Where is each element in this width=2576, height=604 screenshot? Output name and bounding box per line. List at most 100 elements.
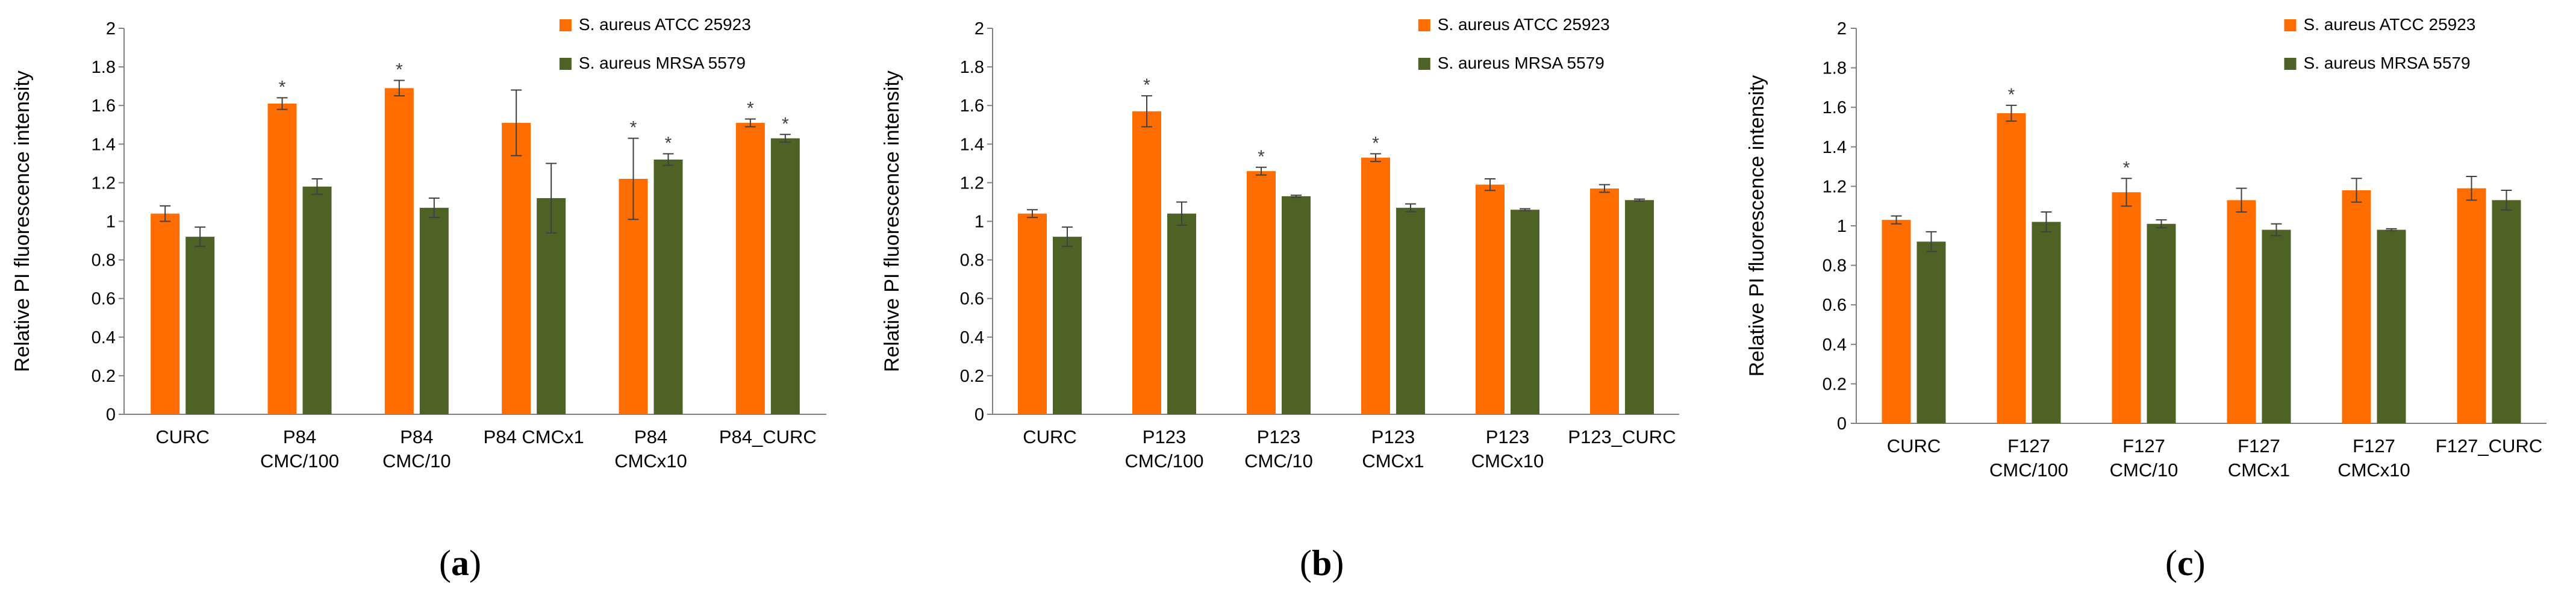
significance-star: * bbox=[747, 99, 754, 119]
y-tick-label: 1 bbox=[975, 213, 984, 232]
y-tick-label: 2 bbox=[1837, 19, 1847, 39]
y-tick-label: 1 bbox=[106, 213, 116, 232]
legend-label: S. aureus ATCC 25923 bbox=[2304, 15, 2476, 34]
x-tick-label: P123_CURC bbox=[1568, 426, 1676, 447]
significance-star: * bbox=[2123, 158, 2130, 178]
y-tick-label: 1.8 bbox=[1823, 59, 1847, 78]
bar-atcc bbox=[1361, 157, 1390, 414]
x-tick-label: CMCx10 bbox=[2337, 459, 2410, 481]
x-tick-label: CMCx1 bbox=[2228, 459, 2290, 481]
y-tick-label: 1.8 bbox=[92, 58, 116, 77]
legend-label: S. aureus ATCC 25923 bbox=[1438, 15, 1610, 34]
x-tick-label: F127 bbox=[2007, 435, 2050, 456]
x-tick-label: P123 bbox=[1371, 426, 1415, 447]
x-tick-label: F127 bbox=[2238, 435, 2280, 456]
x-tick-label: P84 bbox=[283, 426, 316, 447]
y-tick-label: 1.6 bbox=[92, 96, 116, 116]
legend-label: S. aureus MRSA 5579 bbox=[579, 54, 746, 72]
panel-label: (a) bbox=[439, 543, 481, 583]
panel-label-letter: a bbox=[451, 543, 469, 583]
x-tick-label: CMCx10 bbox=[614, 450, 687, 472]
panel-label-open-paren: ( bbox=[1300, 543, 1312, 583]
y-tick-label: 0.6 bbox=[1823, 296, 1847, 315]
panel-label: (c) bbox=[2165, 543, 2206, 583]
bar-mrsa bbox=[1396, 208, 1425, 414]
bar-mrsa bbox=[302, 186, 332, 414]
legend-label: S. aureus MRSA 5579 bbox=[1438, 54, 1605, 72]
x-tick-label: CMC/100 bbox=[1125, 450, 1204, 472]
legend-swatch bbox=[559, 58, 572, 70]
x-tick-label: P123 bbox=[1257, 426, 1300, 447]
x-tick-label: F127 bbox=[2353, 435, 2395, 456]
chart-panel-a: 0 0.2 0.4 0.6 0.8 1 1.2 1.4 1.6 1.8 2 Relative PI f… bbox=[0, 0, 859, 601]
y-tick-label: 1 bbox=[1837, 217, 1847, 236]
y-tick-label: 0.2 bbox=[92, 367, 116, 386]
legend-swatch bbox=[2284, 58, 2297, 70]
panel-label-close-paren: ) bbox=[1332, 543, 1344, 583]
y-tick-label: 0 bbox=[106, 405, 116, 425]
bar-atcc bbox=[1590, 188, 1619, 414]
x-tick-label: CURC bbox=[1887, 435, 1941, 456]
x-tick-label: CURC bbox=[1023, 426, 1077, 447]
legend-swatch bbox=[559, 19, 572, 31]
x-tick-label: F127 bbox=[2122, 435, 2165, 456]
bar-mrsa bbox=[653, 159, 683, 414]
y-tick-label: 0 bbox=[1837, 414, 1847, 434]
y-axis-title: Relative PI fluorescence intensity bbox=[1745, 75, 1768, 377]
panel-label-letter: c bbox=[2177, 543, 2194, 583]
x-tick-label: CMC/100 bbox=[260, 450, 339, 472]
y-tick-label: 0.2 bbox=[1823, 375, 1847, 394]
panel-label: (b) bbox=[1300, 543, 1344, 583]
y-tick-label: 2 bbox=[106, 19, 116, 39]
x-tick-label: P84 CMCx1 bbox=[484, 426, 584, 447]
significance-star: * bbox=[396, 60, 403, 80]
significance-star: * bbox=[1143, 75, 1150, 95]
legend-swatch bbox=[1418, 19, 1430, 31]
x-tick-label: CMC/10 bbox=[1244, 450, 1313, 472]
bar-atcc bbox=[2457, 188, 2486, 423]
y-tick-label: 0.8 bbox=[960, 251, 984, 270]
y-tick-label: 1.6 bbox=[960, 96, 984, 116]
x-tick-label: P123 bbox=[1486, 426, 1529, 447]
chart-panel-b: 0 0.2 0.4 0.6 0.8 1 1.2 1.4 1.6 1.8 2 Relative PI f… bbox=[859, 0, 1718, 601]
y-tick-label: 1.4 bbox=[92, 135, 116, 154]
x-tick-label: P84_CURC bbox=[719, 426, 817, 447]
y-axis-title: Relative PI fluorescence intensity bbox=[881, 70, 903, 372]
chart-b: 0 0.2 0.4 0.6 0.8 1 1.2 1.4 1.6 1.8 2 Relative PI f… bbox=[881, 15, 1679, 583]
bar-atcc bbox=[2227, 200, 2256, 423]
panel-label-letter: b bbox=[1312, 543, 1332, 583]
y-tick-label: 0.4 bbox=[92, 328, 116, 347]
bar-mrsa bbox=[1167, 213, 1196, 414]
bar-mrsa bbox=[1625, 200, 1654, 414]
panel-label-close-paren: ) bbox=[469, 543, 481, 583]
chart-c: 0 0.2 0.4 0.6 0.8 1 1.2 1.4 1.6 1.8 2 Relative PI f… bbox=[1745, 15, 2546, 583]
y-tick-label: 1.2 bbox=[92, 173, 116, 193]
bar-atcc bbox=[1882, 220, 1911, 423]
panel-label-close-paren: ) bbox=[2194, 543, 2206, 583]
y-tick-label: 1.2 bbox=[1823, 177, 1847, 196]
x-tick-label: CMCx1 bbox=[1362, 450, 1424, 472]
chart-a: 0 0.2 0.4 0.6 0.8 1 1.2 1.4 1.6 1.8 2 Relative PI f… bbox=[11, 15, 826, 583]
bar-mrsa bbox=[537, 198, 566, 414]
significance-star: * bbox=[630, 118, 637, 138]
y-tick-label: 0.6 bbox=[92, 290, 116, 309]
x-tick-label: F127_CURC bbox=[2436, 435, 2542, 456]
significance-star: * bbox=[1258, 147, 1265, 167]
bar-mrsa bbox=[2032, 222, 2061, 423]
bar-atcc bbox=[267, 103, 297, 414]
bar-mrsa bbox=[419, 208, 449, 414]
bar-mrsa bbox=[1053, 237, 1082, 414]
panel-label-open-paren: ( bbox=[2165, 543, 2177, 583]
significance-star: * bbox=[782, 114, 789, 134]
legend-swatch bbox=[1418, 58, 1430, 70]
bar-mrsa bbox=[186, 237, 215, 414]
bar-atcc bbox=[1476, 184, 1505, 414]
x-tick-label: CMC/10 bbox=[2110, 459, 2178, 481]
y-tick-label: 0 bbox=[975, 405, 984, 425]
y-tick-label: 1.2 bbox=[960, 173, 984, 193]
x-tick-label: CMCx10 bbox=[1471, 450, 1544, 472]
y-tick-label: 0.6 bbox=[960, 290, 984, 309]
x-tick-label: P123 bbox=[1143, 426, 1186, 447]
y-axis-title: Relative PI fluorescence intensity bbox=[11, 70, 34, 372]
y-tick-label: 0.2 bbox=[960, 367, 984, 386]
